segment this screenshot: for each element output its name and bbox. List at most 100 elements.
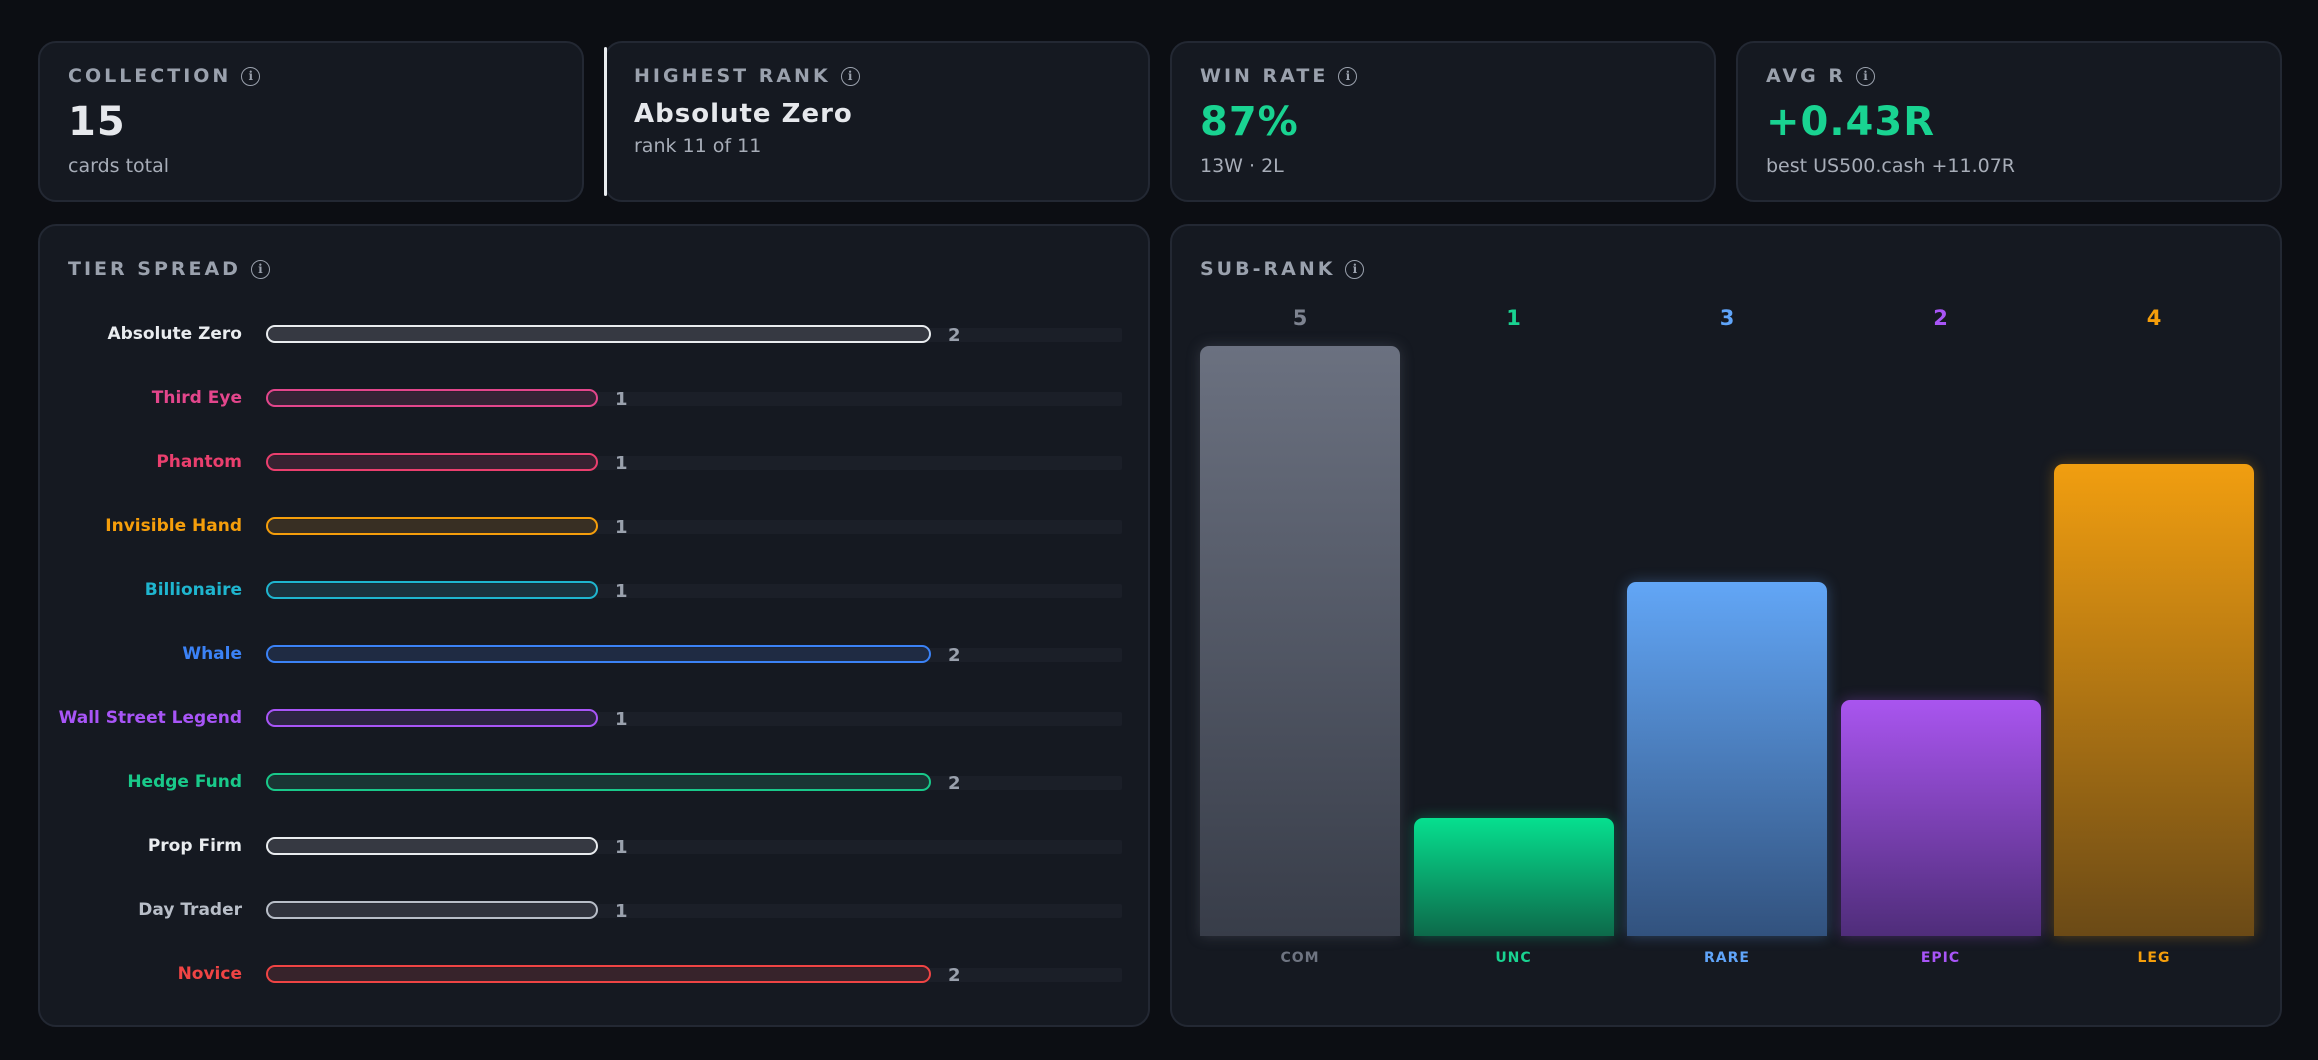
tier-bar: [266, 901, 598, 919]
tier-name: Absolute Zero: [107, 324, 242, 344]
tier-row: Third Eye 1: [40, 386, 1148, 410]
tier-track: [268, 328, 1122, 342]
tier-name: Wall Street Legend: [58, 708, 242, 728]
tier-name: Third Eye: [151, 388, 242, 408]
avg-r-label: AVG R i: [1766, 65, 1875, 87]
sub-rank-value-label: 2: [1933, 306, 1948, 330]
tier-count: 2: [948, 773, 961, 794]
tier-track: [268, 840, 1122, 854]
avg-r-sub: best US500.cash +11.07R: [1766, 155, 2015, 177]
tier-count: 1: [615, 581, 628, 602]
tier-spread-label-text: TIER SPREAD: [68, 258, 241, 280]
tier-count: 1: [615, 389, 628, 410]
sub-rank-bar: [1840, 700, 2041, 936]
tier-row: Absolute Zero 2: [40, 322, 1148, 346]
tier-track: [268, 584, 1122, 598]
info-icon[interactable]: i: [241, 66, 261, 86]
sub-rank-value-label: 5: [1292, 306, 1308, 330]
highest-rank-sub: rank 11 of 11: [634, 135, 762, 157]
tier-bar: [266, 773, 931, 791]
sub-rank-bar: [1627, 582, 1827, 936]
collection-value: 15: [68, 99, 126, 145]
sub-rank-bar: [1200, 346, 1400, 936]
tier-track: [268, 968, 1122, 982]
tier-name: Day Trader: [138, 900, 242, 920]
win-rate-label-text: WIN RATE: [1200, 65, 1329, 87]
tier-bar: [266, 517, 598, 535]
tier-count: 1: [615, 517, 628, 538]
tier-count: 1: [615, 837, 628, 858]
win-rate-sub: 13W · 2L: [1200, 155, 1284, 177]
avg-r-card: AVG R i +0.43R best US500.cash +11.07R: [1736, 41, 2282, 202]
tier-count: 1: [615, 453, 628, 474]
tier-bar: [266, 389, 598, 407]
highest-rank-label: HIGHEST RANK i: [634, 65, 860, 87]
win-rate-label: WIN RATE i: [1200, 65, 1358, 87]
tier-row: Phantom 1: [40, 450, 1148, 474]
tier-count: 2: [948, 645, 961, 666]
collection-label-text: COLLECTION: [68, 65, 232, 87]
tier-row: Invisible Hand 1: [40, 514, 1148, 538]
win-rate-card: WIN RATE i 87% 13W · 2L: [1170, 41, 1716, 202]
highest-rank-accent: [604, 47, 607, 196]
tier-row: Day Trader 1: [40, 898, 1148, 922]
info-icon[interactable]: i: [1338, 66, 1358, 86]
sub-rank-category-label: LEG: [2137, 950, 2171, 966]
tier-spread-panel: TIER SPREAD i Absolute Zero 2 Third Eye 1 Ph…: [38, 224, 1150, 1027]
tier-bar: [266, 837, 598, 855]
tier-bar: [266, 453, 598, 471]
highest-rank-card: HIGHEST RANK i Absolute Zero rank 11 of …: [604, 41, 1150, 202]
sub-rank-category-label: RARE: [1704, 950, 1750, 966]
tier-bar: [266, 965, 931, 983]
sub-rank-value-label: 3: [1719, 306, 1735, 330]
tier-name: Invisible Hand: [105, 516, 242, 536]
tier-track: [268, 456, 1122, 470]
tier-track: [268, 520, 1122, 534]
info-icon[interactable]: i: [1855, 66, 1875, 86]
tier-count: 2: [948, 325, 961, 346]
tier-track: [268, 712, 1122, 726]
highest-rank-label-text: HIGHEST RANK: [634, 65, 831, 87]
tier-bar: [266, 709, 598, 727]
tier-track: [268, 648, 1122, 662]
tier-name: Whale: [182, 644, 242, 664]
sub-rank-bar: [2054, 464, 2254, 936]
tier-spread-label: TIER SPREAD i: [68, 258, 270, 280]
sub-rank-panel: SUB-RANK i 5 COM 1 UNC 3 RARE 2 EPIC 4 LEG: [1170, 224, 2282, 1027]
sub-rank-label: SUB-RANK i: [1200, 258, 1365, 280]
tier-row: Hedge Fund 2: [40, 770, 1148, 794]
collection-card: COLLECTION i 15 cards total: [38, 41, 584, 202]
tier-row: Prop Firm 1: [40, 834, 1148, 858]
tier-row: Novice 2: [40, 962, 1148, 986]
sub-rank-category-label: UNC: [1495, 950, 1532, 966]
avg-r-label-text: AVG R: [1766, 65, 1846, 87]
tier-name: Hedge Fund: [127, 772, 242, 792]
tier-name: Phantom: [156, 452, 242, 472]
tier-count: 2: [948, 965, 961, 986]
sub-rank-label-text: SUB-RANK: [1200, 258, 1336, 280]
tier-count: 1: [615, 709, 628, 730]
tier-track: [268, 392, 1122, 406]
tier-row: Wall Street Legend 1: [40, 706, 1148, 730]
win-rate-value: 87%: [1200, 99, 1299, 145]
tier-name: Prop Firm: [147, 836, 242, 856]
info-icon[interactable]: i: [250, 259, 270, 279]
tier-track: [268, 776, 1122, 790]
sub-rank-value-label: 1: [1506, 306, 1521, 330]
info-icon[interactable]: i: [1345, 259, 1365, 279]
highest-rank-value: Absolute Zero: [634, 99, 853, 129]
tier-name: Billionaire: [144, 580, 242, 600]
tier-bar: [266, 581, 598, 599]
sub-rank-value-label: 4: [2146, 306, 2162, 330]
collection-label: COLLECTION i: [68, 65, 261, 87]
tier-bar: [266, 325, 931, 343]
tier-name: Novice: [177, 964, 242, 984]
tier-row: Billionaire 1: [40, 578, 1148, 602]
tier-bar: [266, 645, 931, 663]
info-icon[interactable]: i: [840, 66, 860, 86]
collection-sub: cards total: [68, 155, 170, 177]
sub-rank-category-label: COM: [1280, 950, 1320, 966]
avg-r-value: +0.43R: [1766, 99, 1936, 145]
tier-count: 1: [615, 901, 628, 922]
sub-rank-bar: [1413, 818, 1614, 936]
